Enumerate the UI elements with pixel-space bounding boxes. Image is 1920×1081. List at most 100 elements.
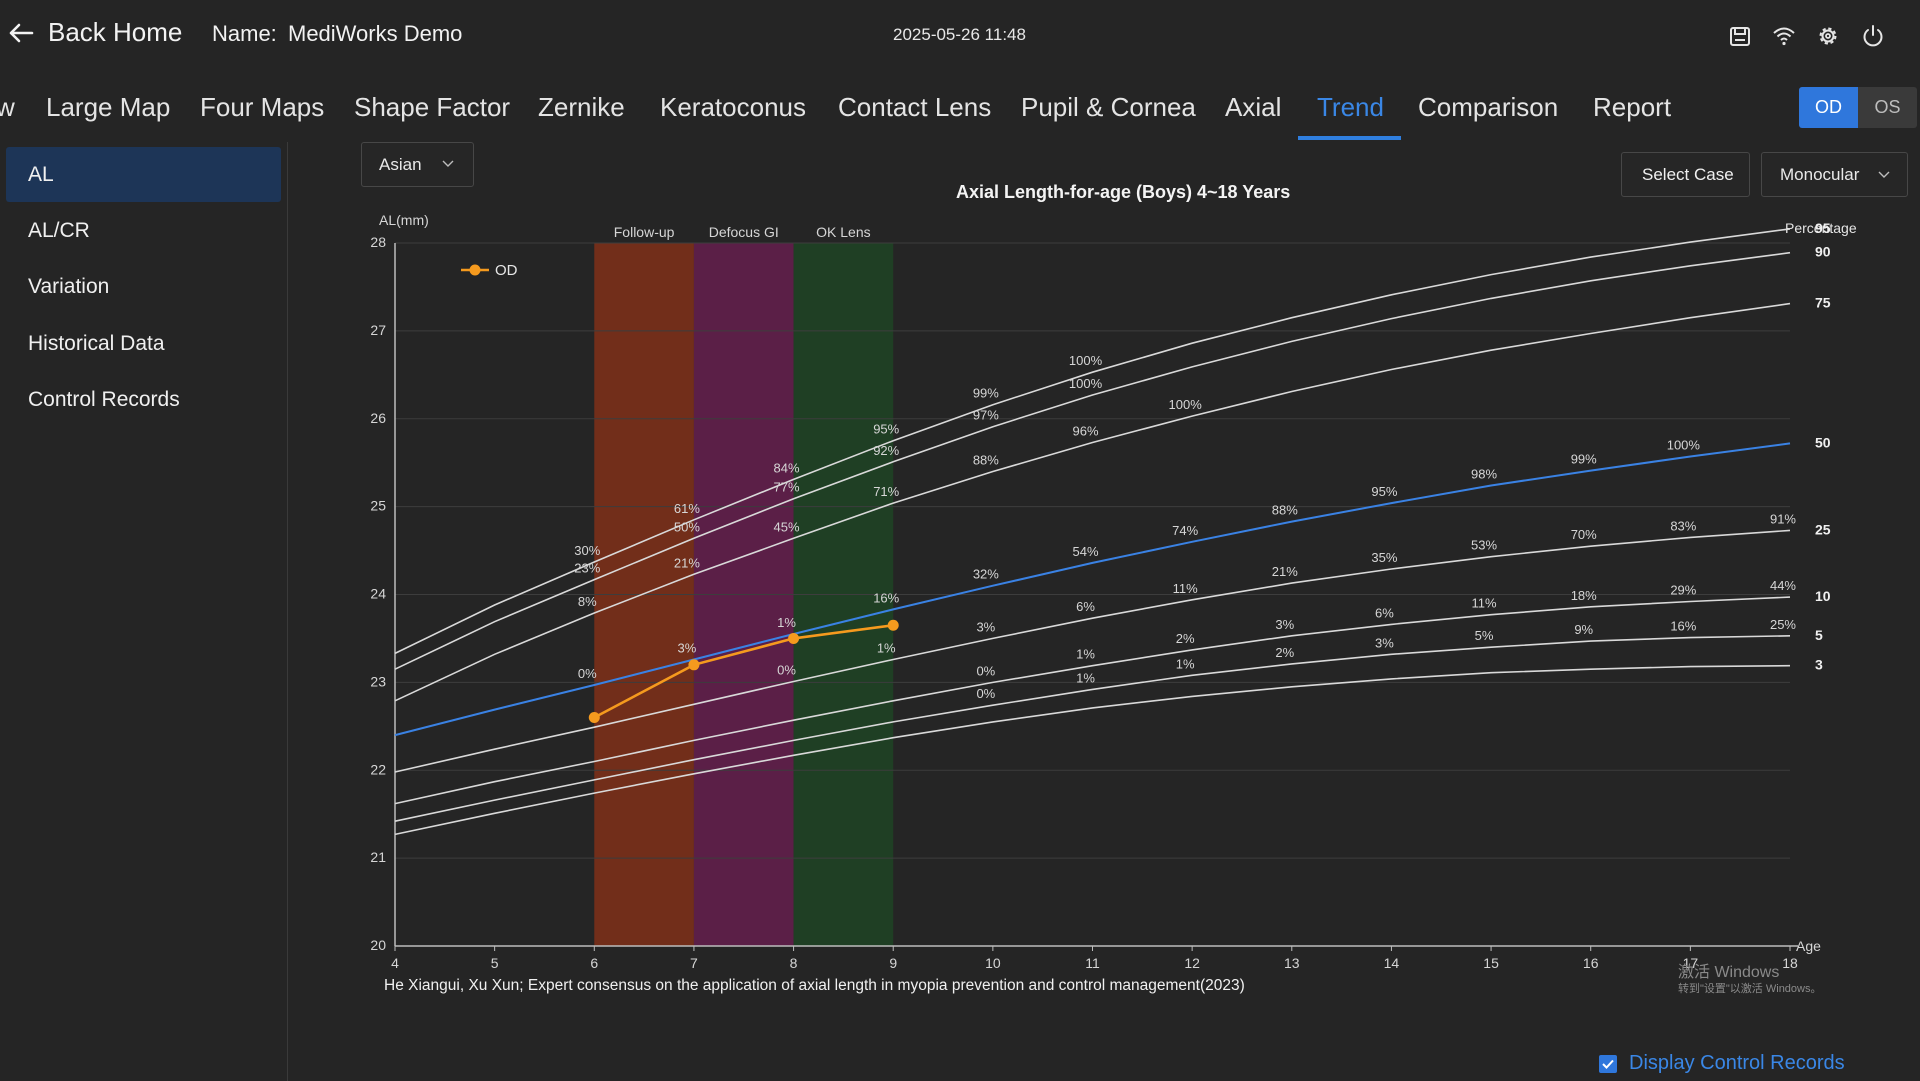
- percentile-end-label: 25: [1815, 521, 1831, 537]
- wifi-icon[interactable]: [1771, 23, 1797, 49]
- tab-shape-factor[interactable]: Shape Factor: [354, 92, 511, 122]
- monocular-dropdown[interactable]: Monocular: [1761, 152, 1908, 197]
- percentile-line-p25: [394, 529, 1791, 773]
- tab-trend[interactable]: Trend: [1317, 92, 1384, 122]
- sidebar-item-label: Historical Data: [28, 332, 165, 355]
- patient-name-value: MediWorks Demo: [288, 21, 463, 46]
- tab-contact-lens[interactable]: Contact Lens: [838, 92, 992, 122]
- windows-watermark: 激活 Windows: [1678, 964, 1780, 981]
- sidebar-item-al[interactable]: AL: [6, 147, 281, 202]
- percent-annotation: 84%: [774, 460, 800, 475]
- x-tick-label: 6: [590, 955, 598, 971]
- x-tick-label: 7: [690, 955, 698, 971]
- percentile-end-label: 90: [1815, 244, 1831, 260]
- percent-annotation: 18%: [1571, 588, 1597, 603]
- sidebar-item-historical-data[interactable]: Historical Data: [6, 316, 281, 371]
- percent-annotation: 83%: [1670, 518, 1696, 533]
- x-tick-label: 13: [1284, 955, 1300, 971]
- x-tick-label: 9: [889, 955, 897, 971]
- checkbox-icon[interactable]: [1599, 1054, 1617, 1073]
- percent-annotation: 11%: [1173, 581, 1198, 596]
- tab-comparison[interactable]: Comparison: [1418, 92, 1559, 122]
- percent-annotation: 35%: [1371, 550, 1397, 565]
- tab-four-maps[interactable]: Four Maps: [200, 92, 325, 122]
- x-axis-label: Age: [1796, 938, 1821, 954]
- tab-large-map[interactable]: Large Map: [46, 92, 171, 122]
- ethnicity-value: Asian: [379, 155, 422, 174]
- citation-text: He Xiangui, Xu Xun; Expert consensus on …: [384, 977, 1245, 994]
- back-home-button[interactable]: Back Home: [8, 17, 182, 48]
- band-label: OK Lens: [816, 224, 870, 240]
- percent-annotation: 99%: [1571, 452, 1597, 467]
- percent-annotation: 1%: [1076, 647, 1095, 662]
- sidebar-item-label: AL/CR: [28, 219, 90, 242]
- percent-annotation: 88%: [1272, 503, 1298, 518]
- od-button[interactable]: OD: [1799, 87, 1858, 128]
- y-tick-label: 21: [370, 849, 386, 865]
- y-tick-label: 28: [370, 234, 386, 250]
- sidebar-item-label: Variation: [28, 275, 110, 298]
- ethnicity-dropdown[interactable]: Asian: [361, 142, 474, 187]
- percent-annotation: 95%: [1371, 484, 1397, 499]
- percent-annotation: 21%: [674, 555, 700, 570]
- gear-icon[interactable]: [1815, 23, 1841, 49]
- save-icon[interactable]: [1727, 23, 1753, 49]
- percent-annotation: 50%: [674, 519, 700, 534]
- band-label: Defocus GI: [709, 224, 779, 240]
- percent-annotation: 98%: [1471, 467, 1497, 482]
- percent-annotation: 8%: [578, 594, 597, 609]
- percentage-header: Percentage: [1785, 220, 1857, 236]
- y-tick-label: 26: [370, 410, 386, 426]
- chevron-down-icon: [442, 160, 454, 167]
- select-case-button[interactable]: Select Case: [1621, 152, 1750, 197]
- active-tab-underline: [1298, 136, 1401, 140]
- display-control-records-toggle[interactable]: Display Control Records: [1599, 1052, 1845, 1075]
- patient-name-label: Name:: [212, 21, 277, 46]
- percent-annotation: 100%: [1169, 397, 1203, 412]
- percent-annotation: 3%: [678, 641, 697, 656]
- percent-annotation: 23%: [574, 561, 600, 576]
- percent-annotation: 29%: [1670, 583, 1696, 598]
- percent-annotation: 9%: [1574, 622, 1593, 637]
- percent-annotation: 21%: [1272, 564, 1298, 579]
- tab-pupil-cornea[interactable]: Pupil & Cornea: [1021, 92, 1196, 122]
- percent-annotation: 0%: [777, 662, 796, 677]
- x-tick-label: 8: [790, 955, 798, 971]
- percentile-line-p10: [394, 596, 1791, 805]
- percent-annotation: 54%: [1072, 544, 1098, 559]
- power-icon[interactable]: [1860, 23, 1886, 49]
- monocular-value: Monocular: [1780, 165, 1860, 184]
- percentile-line-p3: [394, 664, 1791, 836]
- percent-annotation: 0%: [578, 666, 597, 681]
- percentile-line-p5: [394, 635, 1791, 822]
- y-tick-label: 24: [370, 586, 386, 602]
- percent-annotation: 30%: [574, 543, 600, 558]
- percent-annotation: 92%: [873, 443, 899, 458]
- percent-annotation: 3%: [976, 619, 995, 634]
- percent-annotation: 88%: [973, 452, 999, 467]
- x-tick-label: 15: [1483, 955, 1499, 971]
- percent-annotation: 45%: [774, 519, 800, 534]
- x-tick-label: 5: [491, 955, 499, 971]
- x-tick-label: 14: [1384, 955, 1400, 971]
- tab-report[interactable]: Report: [1593, 92, 1672, 122]
- tab-keratoconus[interactable]: Keratoconus: [660, 92, 806, 122]
- eye-toggle: OD OS: [1799, 87, 1917, 128]
- tab-overview[interactable]: w: [0, 92, 15, 122]
- sidebar-item-label: Control Records: [28, 388, 180, 411]
- legend-label-od: OD: [495, 262, 518, 279]
- percent-annotation: 3%: [1375, 635, 1394, 650]
- percent-annotation: 99%: [973, 386, 999, 401]
- percentile-end-label: 5: [1815, 627, 1823, 643]
- sidebar-item-control-records[interactable]: Control Records: [6, 372, 281, 427]
- chevron-down-icon: [1878, 171, 1890, 178]
- tab-axial[interactable]: Axial: [1225, 92, 1282, 122]
- sidebar-item-variation[interactable]: Variation: [6, 259, 281, 314]
- os-button[interactable]: OS: [1858, 87, 1917, 128]
- back-arrow-icon: [9, 23, 34, 42]
- tab-zernike[interactable]: Zernike: [538, 92, 625, 122]
- percentile-line-p95: [394, 228, 1791, 655]
- datetime: 2025-05-26 11:48: [893, 25, 1026, 44]
- sidebar-item-al-cr[interactable]: AL/CR: [6, 203, 281, 258]
